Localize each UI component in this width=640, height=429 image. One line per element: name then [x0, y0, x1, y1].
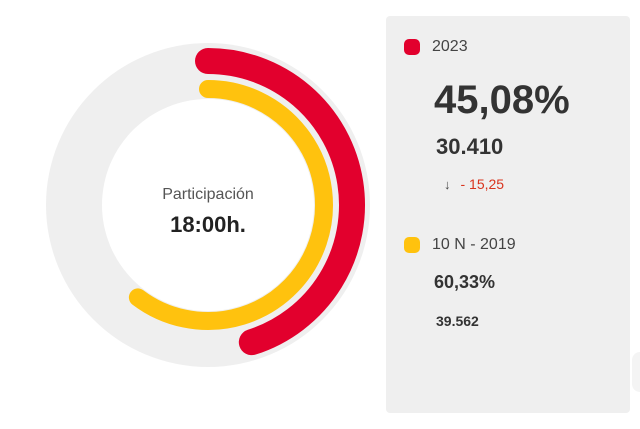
legend-swatch-2019 [404, 237, 420, 253]
participation-donut-chart [46, 43, 370, 367]
arrow-down-icon: ↓ [444, 176, 451, 192]
donut-arc-2023 [195, 48, 365, 356]
participation-label: Participación [162, 186, 254, 203]
legend-panel: 2023 45,08% 30.410 ↓ - 15,25 10 N - 2019… [386, 16, 630, 413]
count-2023: 30.410 [436, 134, 504, 159]
legend-label-2019: 10 N - 2019 [432, 236, 516, 253]
donut-hole [102, 99, 314, 311]
count-2019: 39.562 [436, 313, 479, 329]
legend-swatch-2023 [404, 39, 420, 55]
percent-2019: 60,33% [434, 272, 496, 292]
participation-time: 18:00h. [170, 212, 246, 237]
legend-item-2023: 2023 [404, 38, 468, 56]
delta-value: - 15,25 [460, 176, 505, 192]
donut-arc-2019 [128, 80, 333, 330]
percent-2023: 45,08% [434, 78, 570, 122]
scroll-handle[interactable] [632, 352, 640, 392]
legend-label-2023: 2023 [432, 38, 468, 55]
delta-row: ↓ - 15,25 [444, 176, 504, 192]
legend-item-2019: 10 N - 2019 [404, 236, 516, 254]
